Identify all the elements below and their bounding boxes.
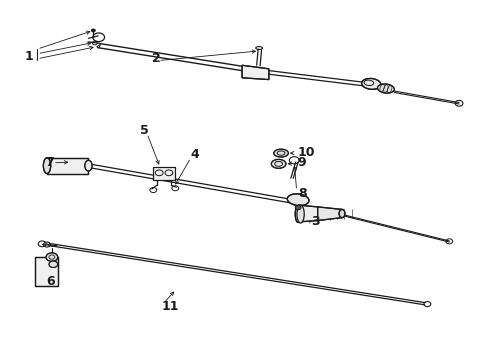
Ellipse shape (361, 78, 380, 89)
Ellipse shape (377, 84, 393, 93)
Text: 1: 1 (24, 50, 33, 63)
Circle shape (91, 29, 95, 32)
Polygon shape (47, 158, 88, 174)
Text: 4: 4 (190, 148, 199, 161)
Ellipse shape (271, 159, 285, 168)
Ellipse shape (296, 205, 304, 223)
Text: 10: 10 (297, 145, 314, 158)
Polygon shape (317, 207, 341, 221)
Polygon shape (153, 167, 174, 180)
Ellipse shape (43, 158, 51, 174)
Polygon shape (298, 205, 317, 222)
Text: 11: 11 (161, 300, 179, 313)
Circle shape (46, 253, 58, 261)
Text: 6: 6 (46, 275, 55, 288)
Text: 3: 3 (310, 215, 319, 228)
Polygon shape (242, 65, 268, 80)
Bar (35, 257, 58, 286)
Text: 7: 7 (45, 156, 54, 169)
Ellipse shape (338, 210, 344, 218)
Ellipse shape (273, 149, 288, 157)
Ellipse shape (295, 206, 301, 222)
Text: 8: 8 (298, 187, 306, 200)
Bar (35, 257, 58, 286)
Text: 2: 2 (152, 52, 160, 65)
Text: 5: 5 (140, 124, 149, 137)
Ellipse shape (286, 194, 308, 206)
Circle shape (49, 261, 58, 267)
Text: 9: 9 (297, 156, 305, 169)
Circle shape (295, 206, 301, 210)
Ellipse shape (84, 160, 92, 171)
